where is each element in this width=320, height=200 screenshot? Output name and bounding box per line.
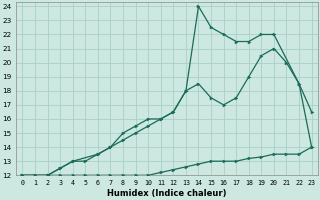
X-axis label: Humidex (Indice chaleur): Humidex (Indice chaleur) bbox=[107, 189, 227, 198]
